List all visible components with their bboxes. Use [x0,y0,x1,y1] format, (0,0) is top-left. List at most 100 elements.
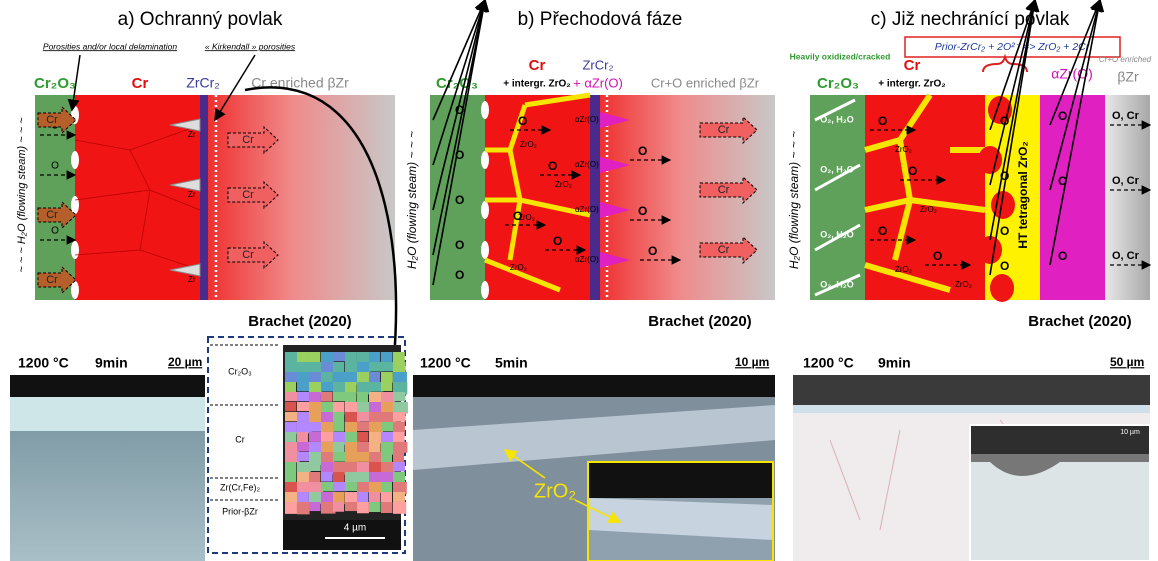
layer-label: + intergr. ZrO₂ [878,79,946,90]
grain [285,412,298,421]
label: ZrO₂ [955,280,972,289]
grain [369,402,382,413]
grain [357,412,371,422]
grain [309,432,321,442]
micrograph-band [10,375,205,397]
label: O [1058,249,1067,263]
note: « Kirkendall » porosities [205,41,296,51]
label: O [638,144,647,158]
label: Zr [188,130,196,139]
label: O, Cr [1112,110,1140,122]
panel-title: a) Ochranný povlak [118,9,283,30]
grain [369,442,381,453]
pore [481,151,489,169]
label: O [51,161,59,172]
grain [309,472,320,482]
grain [297,492,309,502]
environment-label: H₂O (flowing steam) ~ ~ ~ [405,131,419,269]
inset-band [589,463,772,498]
grain [309,372,322,383]
label: αZr(O) [575,205,599,214]
grain [321,362,335,372]
label: O₂, H₂O [820,164,854,174]
grain [321,482,335,491]
credit: Brachet (2020) [1028,313,1131,330]
label: ZrO₂ [510,263,527,272]
grain [369,412,382,422]
label: Cr [718,244,730,256]
label: O, Cr [1112,175,1140,187]
grain [297,352,309,363]
panel-title: b) Přechodová fáze [518,9,683,30]
layer-label: Cr₂O₃ [817,75,859,92]
label: 1200 °C [803,355,854,371]
figure: a) Ochranný povlakPorosities and/or loca… [0,0,1158,561]
grain [285,382,296,392]
grain [297,442,310,452]
grain [345,442,359,453]
grain [321,472,333,482]
label: αZr(O) [575,160,599,169]
label: Cr [235,434,245,444]
grain [393,442,407,453]
label: O [648,244,657,258]
micrograph-band [413,375,775,397]
grain [357,372,371,384]
label: Prior-βZr [222,506,258,516]
label: Cr₂O₃ [228,366,252,376]
label: O [1000,224,1009,238]
grain [393,352,405,363]
grain [381,502,392,513]
grain [309,462,321,471]
zrcr2-layer [200,95,208,300]
grain [369,502,380,512]
label: O [518,114,527,128]
label: Cr [46,114,58,126]
grain [285,502,297,514]
label: O [933,249,942,263]
layer-label: ZrCr₂ [186,75,219,91]
layer-label: Cr+O enriched [1099,55,1152,64]
layer-label: Cr+O enriched βZr [651,75,760,90]
label: Cr [718,184,730,196]
layer-label: Cr [132,75,149,92]
alpha-layer [1040,95,1105,300]
label: Zr [188,190,196,199]
pore [71,281,79,299]
grain [381,352,392,363]
grain [393,402,408,414]
grain [297,452,309,461]
panel-title: c) Již nechránící povlak [871,9,1070,30]
label: ZrO₂ [520,140,537,149]
grain [393,372,407,382]
grain [357,442,370,453]
grain [333,442,344,453]
label: Cr [242,134,254,146]
grain [357,462,371,472]
grain [333,392,346,401]
grain [393,492,405,502]
grain [357,352,370,363]
grain [333,422,344,432]
label: O [908,164,917,178]
grain [333,452,346,462]
grain [369,372,380,382]
cr-island [978,236,1002,264]
grain [381,372,393,383]
grain [333,472,344,482]
grain [357,422,369,431]
pore [481,241,489,259]
scale-label: 4 µm [344,523,366,534]
grain [369,472,383,482]
layer-label: Cr₂O₃ [34,75,76,92]
label: O₂, H₂O [820,229,854,239]
grain [345,452,357,462]
grain [369,432,383,443]
grain [369,422,383,433]
reaction: Prior-ZrCr₂ + 2O²⁻ => ZrO₂ + 2Cr [935,41,1090,53]
grain [345,352,357,364]
label: Cr [46,274,58,286]
grain [285,472,296,482]
grain [297,392,310,401]
grain [345,392,356,403]
